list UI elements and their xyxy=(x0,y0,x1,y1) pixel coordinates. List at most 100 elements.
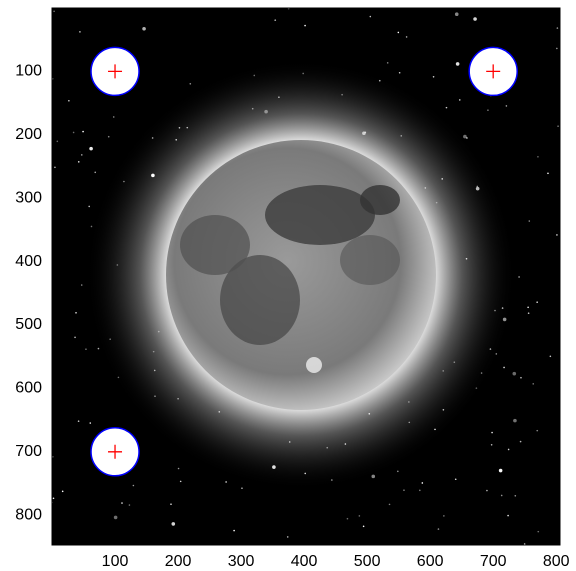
star xyxy=(129,504,131,506)
star xyxy=(529,220,531,222)
star xyxy=(441,178,443,180)
star xyxy=(225,481,227,483)
star xyxy=(494,310,496,312)
star xyxy=(556,234,558,236)
star xyxy=(520,377,522,379)
star xyxy=(118,377,120,379)
star xyxy=(171,522,175,526)
star xyxy=(446,107,448,109)
x-tick-label: 700 xyxy=(480,553,507,570)
star xyxy=(89,422,91,424)
star xyxy=(387,62,389,64)
star xyxy=(241,487,243,489)
star xyxy=(264,110,268,114)
star xyxy=(326,447,328,449)
star xyxy=(158,331,160,333)
star xyxy=(154,395,156,397)
x-tick-label: 400 xyxy=(291,553,318,570)
star xyxy=(121,502,123,504)
y-tick-label: 400 xyxy=(15,253,42,270)
star xyxy=(175,139,177,141)
star xyxy=(359,515,361,517)
star xyxy=(365,131,367,133)
star xyxy=(397,471,399,473)
star xyxy=(476,387,478,389)
star xyxy=(434,429,436,431)
star xyxy=(331,479,333,481)
star xyxy=(528,312,530,314)
star xyxy=(550,355,552,357)
star xyxy=(62,491,64,493)
y-tick-label: 200 xyxy=(15,126,42,143)
star xyxy=(473,17,477,21)
star xyxy=(443,409,445,411)
star xyxy=(345,443,347,445)
star xyxy=(513,419,517,423)
star xyxy=(272,465,276,469)
x-tick-label: 800 xyxy=(543,553,570,570)
star xyxy=(454,361,456,363)
star xyxy=(94,172,96,174)
star xyxy=(433,76,435,78)
star xyxy=(466,258,468,260)
star xyxy=(252,108,254,110)
y-tick-label: 100 xyxy=(15,63,42,80)
star xyxy=(490,348,492,350)
star xyxy=(74,337,76,339)
star xyxy=(503,367,505,369)
star xyxy=(79,31,81,33)
star xyxy=(502,307,504,309)
star xyxy=(189,83,191,85)
star xyxy=(371,475,375,479)
star xyxy=(78,420,80,422)
star xyxy=(456,62,460,66)
star xyxy=(455,478,457,480)
y-tick-label: 600 xyxy=(15,380,42,397)
star xyxy=(481,372,483,374)
star xyxy=(114,516,118,520)
star xyxy=(403,489,405,491)
star xyxy=(532,383,534,385)
star xyxy=(436,202,438,204)
star xyxy=(304,25,306,27)
star xyxy=(518,276,520,278)
star xyxy=(501,495,503,497)
star xyxy=(442,370,444,372)
star xyxy=(123,181,125,183)
star xyxy=(408,422,410,424)
star xyxy=(289,441,291,443)
star xyxy=(422,482,424,484)
star xyxy=(302,73,304,75)
star xyxy=(496,353,498,355)
star xyxy=(233,530,235,532)
star xyxy=(389,504,391,506)
y-tick-label: 300 xyxy=(15,189,42,206)
star xyxy=(491,444,493,446)
star xyxy=(536,301,538,303)
star xyxy=(113,116,115,118)
star xyxy=(508,449,510,451)
star xyxy=(57,141,59,143)
star xyxy=(152,137,154,139)
star xyxy=(557,27,559,29)
star xyxy=(512,372,516,376)
star xyxy=(476,187,480,191)
star xyxy=(68,100,70,102)
star xyxy=(287,536,289,538)
x-tick-label: 600 xyxy=(417,553,444,570)
y-tick-label: 800 xyxy=(15,506,42,523)
x-tick-label: 200 xyxy=(165,553,192,570)
star xyxy=(178,468,180,470)
star xyxy=(347,518,349,520)
star xyxy=(75,312,77,314)
star xyxy=(117,264,119,266)
star xyxy=(108,136,110,138)
star xyxy=(142,27,146,31)
star xyxy=(537,156,539,158)
star xyxy=(91,226,93,228)
star xyxy=(536,430,538,432)
star xyxy=(81,154,83,156)
star xyxy=(455,12,459,16)
star xyxy=(556,48,558,50)
star xyxy=(520,441,522,443)
